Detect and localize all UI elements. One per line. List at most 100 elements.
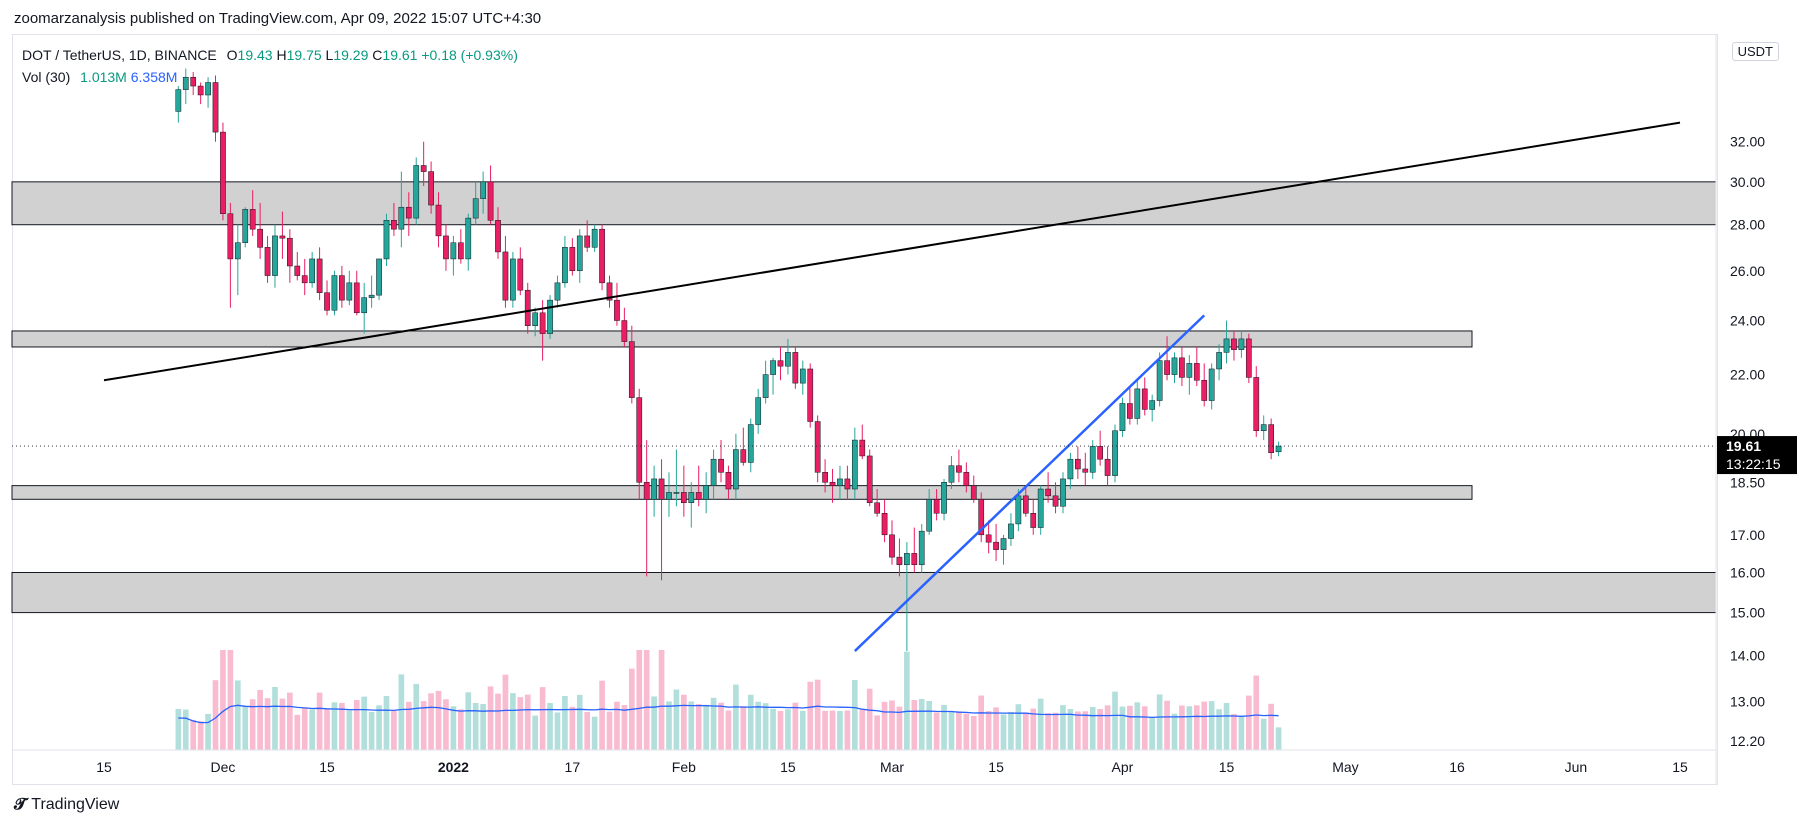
volume-bar (807, 681, 814, 750)
candle (212, 75, 219, 142)
candle (227, 202, 234, 308)
candle-body (1067, 458, 1074, 480)
candle-body (405, 206, 412, 219)
candle (844, 465, 851, 500)
candle (799, 360, 806, 395)
volume-bar (1045, 713, 1051, 750)
volume-bar (532, 715, 538, 750)
candle-body (1015, 495, 1022, 525)
candle-body (443, 235, 449, 260)
candle-body (220, 131, 226, 214)
volume-bar (465, 692, 472, 750)
time-tick-label: 2022 (438, 759, 469, 775)
candle (316, 247, 323, 301)
candle (673, 449, 680, 507)
volume-bar (450, 706, 457, 750)
candle-body (257, 228, 263, 248)
candle-body (420, 165, 427, 172)
candle-body (688, 492, 695, 504)
candle-body (272, 235, 278, 276)
candle (368, 275, 375, 308)
candle-body (472, 198, 479, 219)
tradingview-brand[interactable]: 𝓣 TradingView (14, 796, 119, 814)
candle-body (703, 485, 710, 500)
volume-bar (918, 698, 925, 750)
time-tick-label: 17 (565, 759, 581, 775)
candle-body (599, 228, 605, 284)
symbol-label[interactable]: DOT / TetherUS, 1D, BINANCE (22, 47, 217, 63)
price-tick-label: 13.00 (1730, 694, 1765, 710)
candle (621, 307, 628, 347)
volume-bar (770, 708, 776, 750)
candle-body (970, 485, 977, 500)
volume-bar (733, 684, 739, 750)
black-trendline (103, 121, 1681, 382)
volume-bar (896, 706, 903, 750)
candle (1231, 330, 1237, 361)
candle-body (1275, 445, 1282, 453)
volume-label[interactable]: Vol (30) (22, 69, 71, 85)
volume-ma-value: 6.358M (130, 69, 178, 85)
volume-bar (1141, 706, 1148, 750)
candle-body (376, 258, 382, 296)
volume-bar (777, 710, 784, 750)
candle (220, 122, 226, 221)
candle-body (718, 458, 724, 473)
candle-body (1134, 388, 1141, 419)
candle-body (331, 275, 338, 311)
candle (353, 270, 360, 316)
candle-body (799, 368, 806, 384)
low-value: 19.29 (333, 47, 369, 63)
candle (926, 489, 933, 535)
time-tick-label: Mar (880, 759, 904, 775)
candle (963, 462, 970, 493)
volume-bar (681, 694, 687, 750)
candle-body (710, 458, 717, 486)
candle-body (621, 320, 628, 342)
volume-bar (651, 696, 657, 750)
volume-bar (368, 711, 375, 750)
zone-support-zone-15-16 (11, 571, 1717, 614)
candle-body (933, 499, 940, 514)
change-value: +0.18 (+0.93%) (421, 47, 518, 63)
candle-body (584, 235, 591, 248)
volume-bar (1186, 706, 1193, 750)
candle (851, 427, 858, 500)
candle-body (956, 465, 962, 473)
candle (1022, 485, 1029, 517)
candle (1060, 472, 1066, 514)
time-tick-label: Feb (672, 759, 696, 775)
candle-body (309, 258, 316, 284)
candle (487, 165, 494, 225)
price-tick-label: 17.00 (1730, 527, 1765, 543)
candle (457, 229, 464, 264)
candle (985, 520, 992, 554)
candle (1164, 336, 1170, 381)
candle (361, 282, 368, 334)
currency-badge[interactable]: USDT (1731, 42, 1779, 61)
volume-bar (948, 711, 955, 750)
candle-body (227, 213, 234, 260)
zone-zone-23-24 (11, 330, 1473, 348)
volume-bar (1060, 705, 1066, 750)
volume-bar (695, 704, 702, 750)
candle-body (502, 251, 509, 301)
candle-body (814, 421, 821, 473)
candle-body (881, 513, 888, 536)
candle-body (249, 209, 256, 230)
candle-body (1179, 357, 1185, 378)
volume-bar (361, 696, 368, 750)
candle (680, 465, 687, 517)
candle (911, 527, 918, 573)
price-tick-label: 22.00 (1730, 367, 1765, 383)
volume-bar (599, 680, 605, 750)
candle-body (413, 165, 420, 219)
volume-bar (562, 696, 568, 750)
candle (420, 141, 427, 186)
volume-bar (398, 674, 405, 750)
candle (495, 207, 501, 259)
candle-body (792, 352, 799, 384)
candle-body (562, 247, 568, 284)
candle-body (740, 449, 747, 463)
